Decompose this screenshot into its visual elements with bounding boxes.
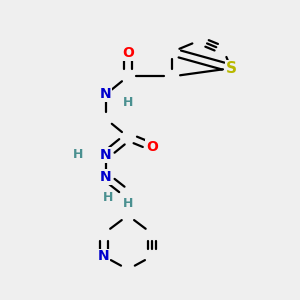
Text: H: H [123, 197, 133, 211]
Text: O: O [122, 46, 134, 61]
Text: S: S [226, 61, 236, 76]
Text: H: H [123, 96, 133, 109]
Text: N: N [98, 249, 110, 263]
Text: N: N [100, 170, 112, 184]
Text: H: H [123, 96, 133, 109]
Text: H: H [73, 148, 83, 161]
Text: H: H [103, 191, 113, 204]
Text: N: N [100, 87, 112, 101]
Text: N: N [100, 148, 112, 162]
Text: O: O [146, 140, 158, 154]
